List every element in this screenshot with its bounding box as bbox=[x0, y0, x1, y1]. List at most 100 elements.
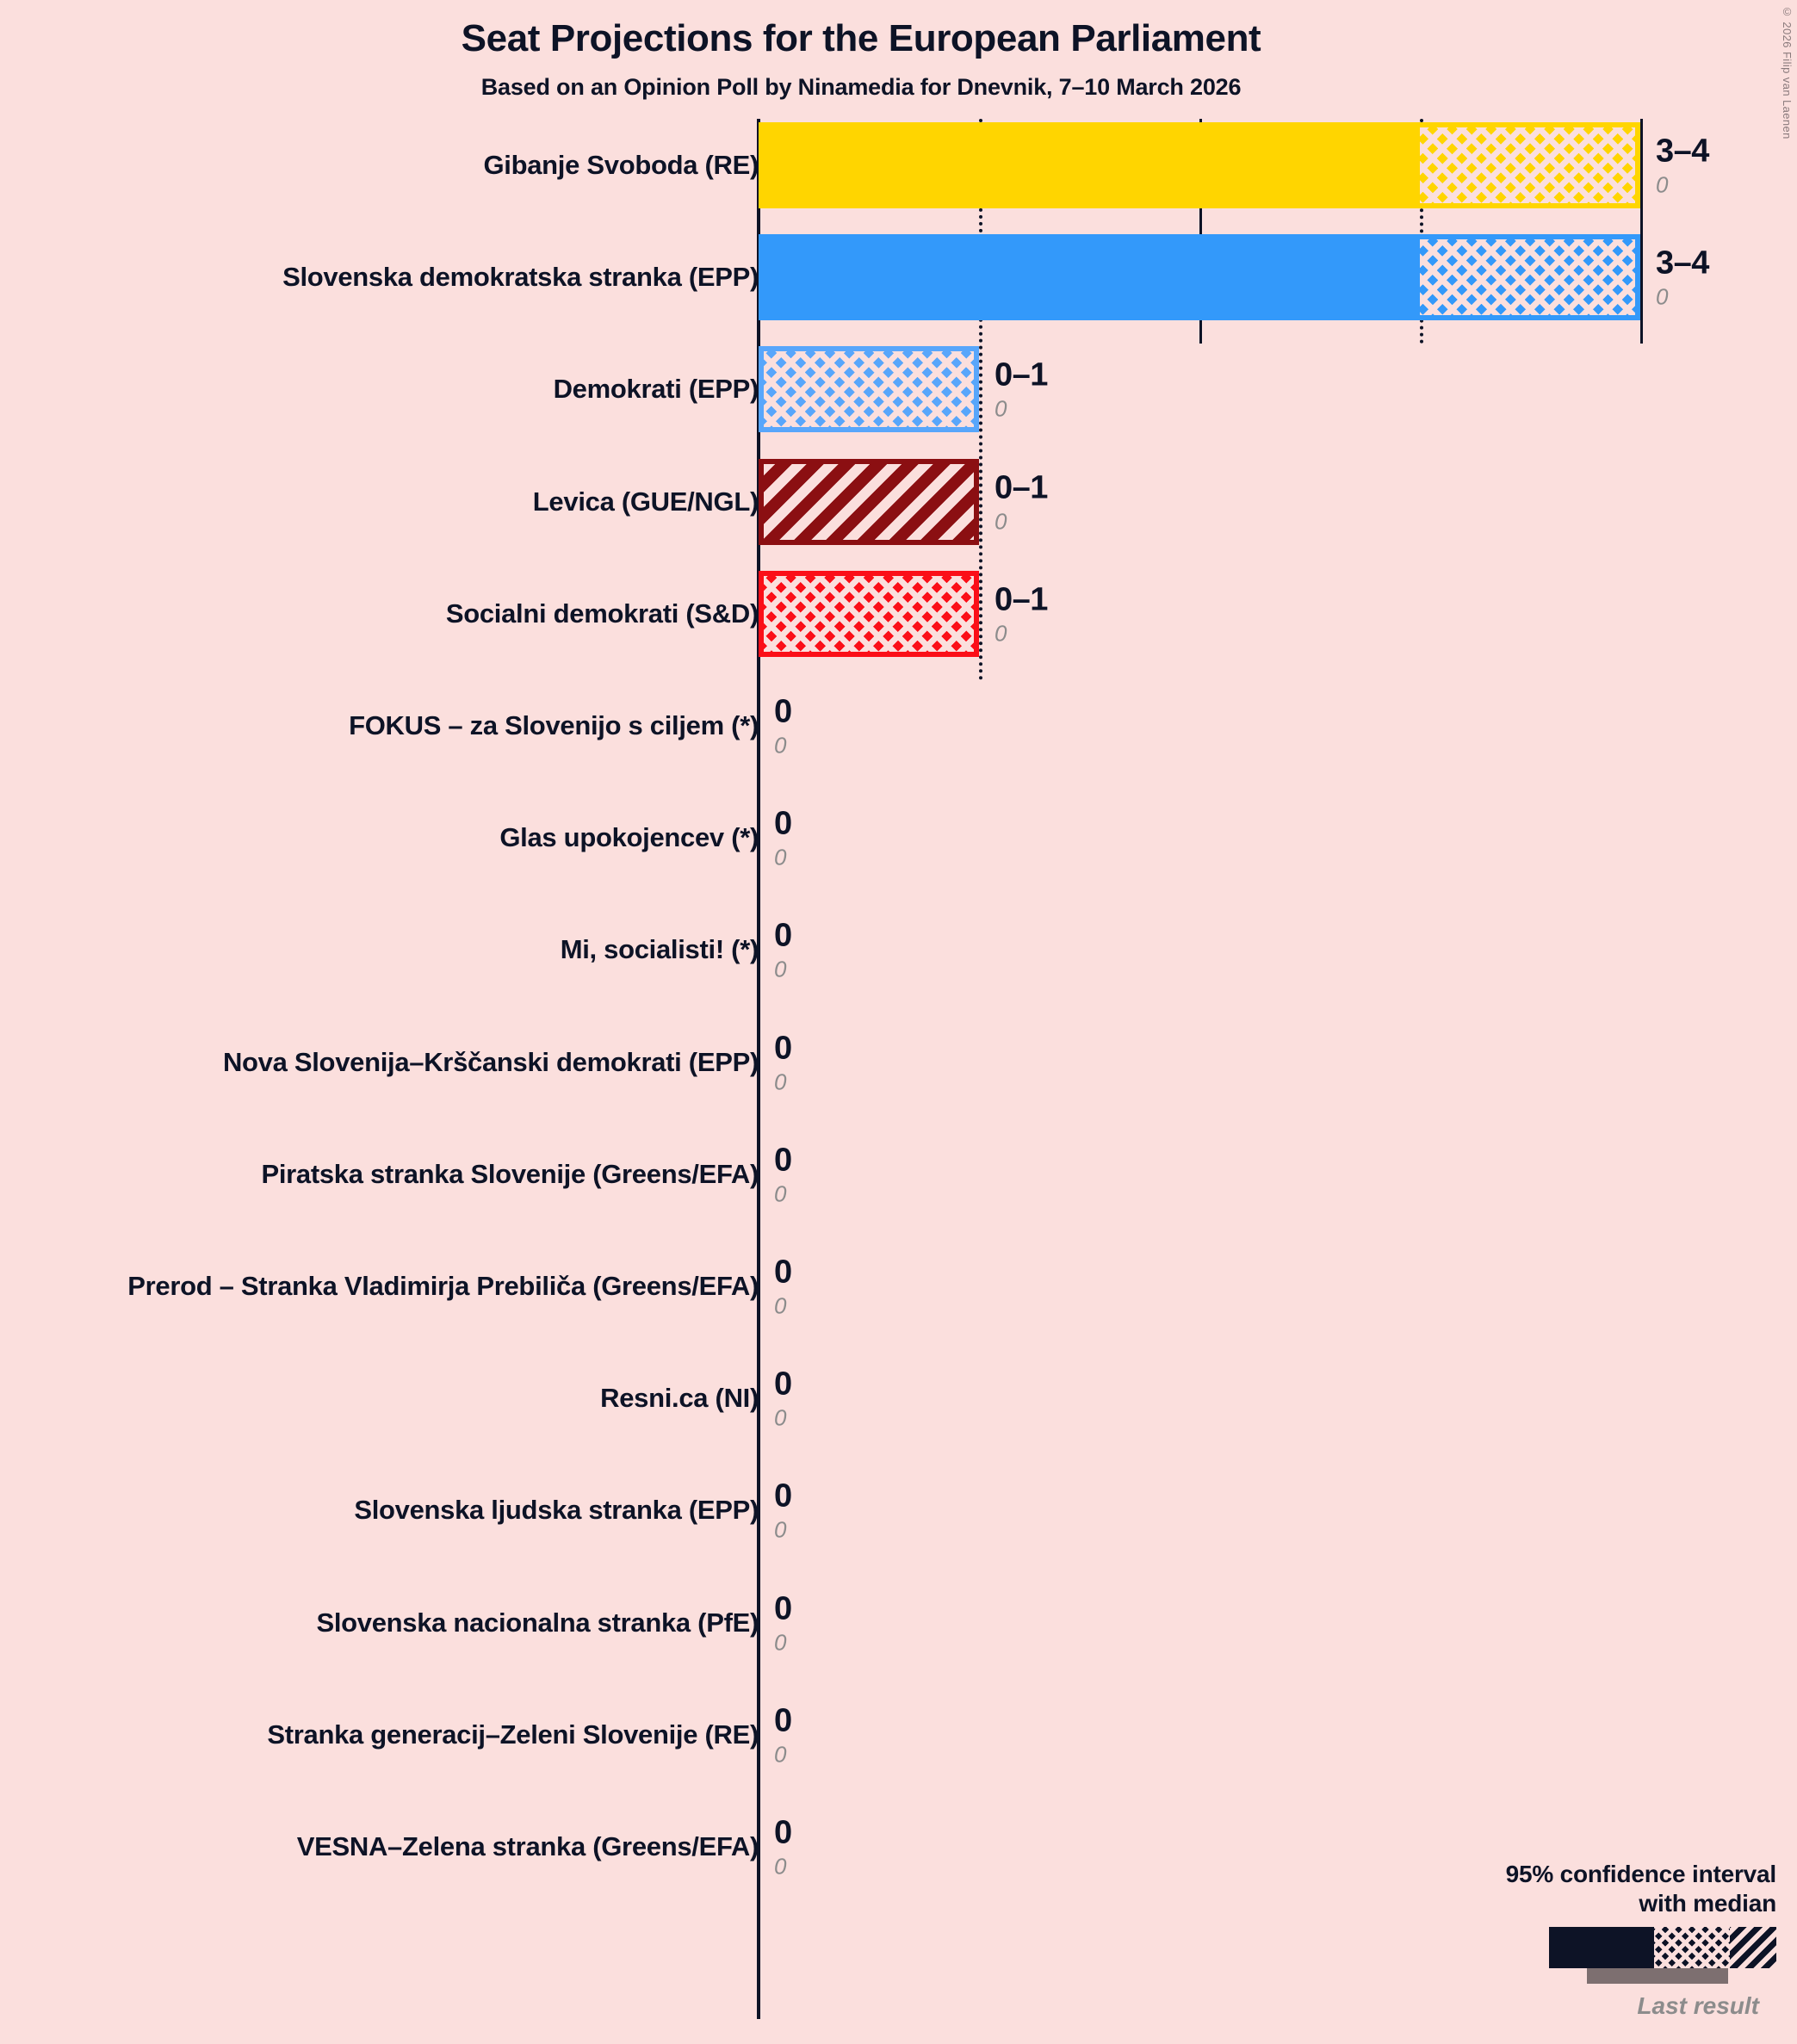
party-bar[interactable] bbox=[759, 122, 1640, 208]
seat-range-value: 0 bbox=[774, 1030, 792, 1067]
bar-row[interactable]: FOKUS – za Slovenijo s ciljem (*) 0 0 bbox=[0, 670, 1797, 782]
party-label: Nova Slovenija–Krščanski demokrati (EPP) bbox=[222, 1046, 759, 1077]
bar-median-segment bbox=[759, 122, 1420, 208]
seat-range-value: 0 bbox=[774, 1254, 792, 1291]
bar-median-segment bbox=[759, 234, 1420, 321]
bar-confidence-interval-segment bbox=[759, 458, 979, 545]
bar-outline bbox=[759, 234, 1640, 321]
seat-range-value: 0 bbox=[774, 917, 792, 954]
bar-row[interactable]: Resni.ca (NI) 0 0 bbox=[0, 1342, 1797, 1454]
legend-last-result-label: Last result bbox=[1637, 1992, 1759, 2019]
last-result-value: 0 bbox=[774, 1292, 787, 1319]
party-label: Slovenska nacionalna stranka (PfE) bbox=[316, 1607, 759, 1638]
chart-subtitle: Based on an Opinion Poll by Ninamedia fo… bbox=[480, 74, 1242, 100]
bar-outline bbox=[759, 346, 979, 433]
party-label: Piratska stranka Slovenije (Greens/EFA) bbox=[261, 1158, 759, 1189]
bar-row[interactable]: Demokrati (EPP) 0–1 0 bbox=[0, 333, 1797, 445]
bar-row[interactable]: Nova Slovenija–Krščanski demokrati (EPP)… bbox=[0, 1007, 1797, 1118]
party-label: Levica (GUE/NGL) bbox=[532, 486, 759, 517]
gridline-3 bbox=[1420, 119, 1423, 344]
last-result-value: 0 bbox=[774, 1180, 787, 1207]
bar-row[interactable]: Levica (GUE/NGL) 0–1 0 bbox=[0, 446, 1797, 558]
bar-row[interactable]: Socialni demokrati (S&D) 0–1 0 bbox=[0, 558, 1797, 670]
party-label: Gibanje Svoboda (RE) bbox=[483, 150, 759, 180]
legend-swatch-wrap bbox=[1415, 1927, 1776, 1987]
party-label: Socialni demokrati (S&D) bbox=[445, 598, 759, 629]
gridline-1 bbox=[979, 119, 982, 680]
party-label: Mi, socialisti! (*) bbox=[560, 934, 759, 965]
bar-row[interactable]: Slovenska demokratska stranka (EPP) 3–4 0 bbox=[0, 221, 1797, 333]
value-group: 3–4 0 bbox=[1656, 135, 1709, 196]
seat-range-value: 0 bbox=[774, 693, 792, 730]
bar-confidence-interval-segment bbox=[759, 346, 979, 433]
copyright-notice: © 2026 Filip van Laenen bbox=[1781, 5, 1794, 139]
party-label: Resni.ca (NI) bbox=[600, 1383, 759, 1414]
last-result-value: 0 bbox=[774, 1068, 787, 1095]
last-result-value: 0 bbox=[774, 1404, 787, 1431]
bar-row[interactable]: Piratska stranka Slovenije (Greens/EFA) 0… bbox=[0, 1118, 1797, 1230]
bar-row[interactable]: VESNA–Zelena stranka (Greens/EFA) 0 0 bbox=[0, 1791, 1797, 1903]
bar-confidence-interval-segment bbox=[1420, 234, 1640, 321]
party-label: Slovenska demokratska stranka (EPP) bbox=[282, 262, 759, 293]
value-group: 0–1 0 bbox=[995, 583, 1048, 644]
bar-row[interactable]: Stranka generacij–Zeleni Slovenije (RE) 0… bbox=[0, 1679, 1797, 1791]
seat-range-value: 0 bbox=[774, 1814, 792, 1851]
legend-swatch-median-segment bbox=[1549, 1927, 1654, 1968]
party-bar[interactable] bbox=[759, 570, 979, 657]
last-result-value: 0 bbox=[995, 620, 1007, 647]
party-bar[interactable] bbox=[759, 346, 979, 433]
party-label: VESNA–Zelena stranka (Greens/EFA) bbox=[296, 1831, 759, 1861]
last-result-value: 0 bbox=[774, 844, 787, 870]
party-label: Glas upokojencev (*) bbox=[499, 822, 759, 853]
bar-row[interactable]: Mi, socialisti! (*) 0 0 bbox=[0, 894, 1797, 1006]
last-result-value: 0 bbox=[1656, 283, 1669, 310]
seat-range-value: 0 bbox=[774, 1702, 792, 1739]
last-result-value: 0 bbox=[995, 508, 1007, 535]
seat-range-value: 0–1 bbox=[995, 469, 1048, 506]
seat-range-value: 0 bbox=[774, 805, 792, 842]
last-result-value: 0 bbox=[1656, 171, 1669, 198]
bar-row[interactable]: Slovenska ljudska stranka (EPP) 0 0 bbox=[0, 1454, 1797, 1566]
gridline-2 bbox=[1199, 119, 1202, 344]
last-result-value: 0 bbox=[774, 732, 787, 759]
party-bar[interactable] bbox=[759, 458, 979, 545]
seat-range-value: 0–1 bbox=[995, 581, 1048, 618]
party-bar[interactable] bbox=[759, 234, 1640, 321]
last-result-value: 0 bbox=[774, 1741, 787, 1768]
value-group: 3–4 0 bbox=[1656, 247, 1709, 308]
legend-swatch-crosshatch-segment bbox=[1654, 1927, 1730, 1968]
seat-range-value: 0 bbox=[774, 1590, 792, 1627]
legend-ci-swatch bbox=[1549, 1927, 1776, 1968]
seat-range-value: 3–4 bbox=[1656, 245, 1709, 282]
legend-line-1: 95% confidence interval bbox=[1505, 1860, 1777, 1887]
seat-range-value: 0 bbox=[774, 1142, 792, 1179]
last-result-value: 0 bbox=[774, 1629, 787, 1656]
bar-outline bbox=[759, 570, 979, 657]
bar-outline bbox=[759, 458, 979, 545]
bar-row[interactable]: Gibanje Svoboda (RE) 3–4 0 bbox=[0, 109, 1797, 221]
bar-outline bbox=[759, 122, 1640, 208]
bar-row[interactable]: Glas upokojencev (*) 0 0 bbox=[0, 782, 1797, 894]
party-label: Stranka generacij–Zeleni Slovenije (RE) bbox=[267, 1719, 759, 1750]
value-group: 0–1 0 bbox=[995, 359, 1048, 420]
seat-range-value: 0 bbox=[774, 1477, 792, 1514]
bar-confidence-interval-segment bbox=[759, 570, 979, 657]
seat-range-value: 0–1 bbox=[995, 356, 1048, 393]
bar-row[interactable]: Prerod – Stranka Vladimirja Prebiliča (G… bbox=[0, 1230, 1797, 1342]
bar-row[interactable]: Slovenska nacionalna stranka (PfE) 0 0 bbox=[0, 1567, 1797, 1679]
bar-confidence-interval-segment bbox=[1420, 122, 1640, 208]
gridline-4 bbox=[1640, 119, 1643, 344]
party-label: Demokrati (EPP) bbox=[553, 374, 759, 405]
legend-swatch-diagonal-segment bbox=[1730, 1927, 1776, 1968]
value-group: 0–1 0 bbox=[995, 471, 1048, 532]
last-result-value: 0 bbox=[774, 956, 787, 982]
